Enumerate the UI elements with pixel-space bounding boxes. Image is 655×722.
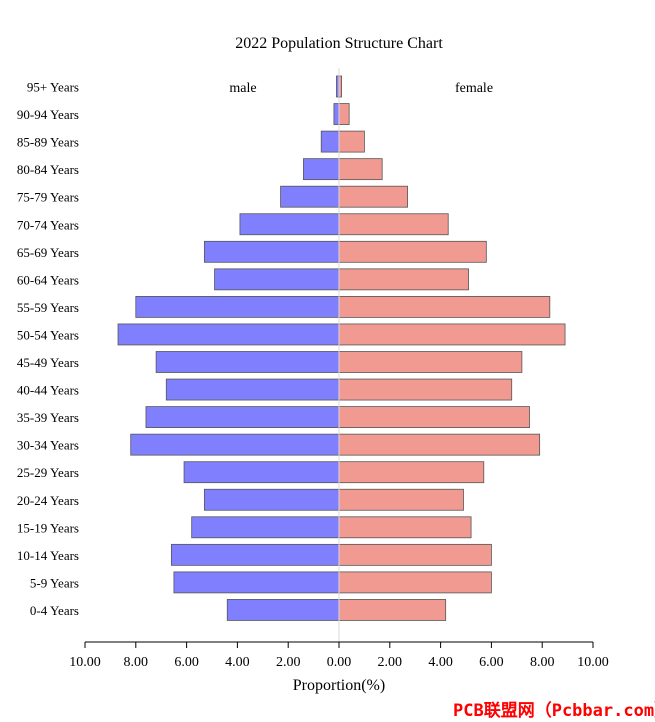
age-group-label: 65-69 Years	[17, 245, 79, 260]
female-bar-15-19-years	[338, 516, 472, 539]
male-series-label: male	[229, 81, 256, 96]
male-bar-25-29-years	[183, 461, 340, 484]
male-bar-35-39-years	[145, 406, 340, 429]
male-bar-30-34-years	[130, 433, 340, 456]
female-bar-80-84-years	[338, 158, 383, 181]
female-bar-35-39-years	[338, 406, 530, 429]
male-bar-65-69-years	[203, 240, 340, 263]
x-tick-label: 2.00	[378, 655, 403, 670]
female-bar-0-4-years	[338, 599, 447, 621]
x-tick-label: 4.00	[225, 655, 250, 670]
male-bar-60-64-years	[214, 268, 340, 291]
male-bar-80-84-years	[303, 158, 340, 181]
age-group-label: 85-89 Years	[17, 135, 79, 150]
male-bar-70-74-years	[239, 213, 340, 236]
age-group-labels: 0-4 Years 5-9 Years 10-14 Years 15-19 Years…	[17, 80, 79, 618]
age-group-label: 55-59 Years	[17, 300, 79, 315]
female-bar-55-59-years	[338, 295, 551, 318]
male-bar-10-14-years	[170, 543, 340, 566]
female-bar-60-64-years	[338, 268, 469, 291]
age-group-label: 60-64 Years	[17, 272, 79, 287]
male-bar-90-94-years	[333, 103, 340, 125]
age-group-label: 30-34 Years	[17, 438, 79, 453]
age-group-label: 0-4 Years	[30, 603, 79, 618]
female-bar-30-34-years	[338, 433, 541, 456]
age-group-label: 95+ Years	[27, 80, 79, 95]
age-group-label: 20-24 Years	[17, 493, 79, 508]
male-bar-55-59-years	[135, 295, 340, 318]
age-group-label: 80-84 Years	[17, 162, 79, 177]
age-group-label: 35-39 Years	[17, 410, 79, 425]
x-tick-label: 6.00	[479, 655, 504, 670]
age-group-label: 45-49 Years	[17, 355, 79, 370]
age-group-label: 10-14 Years	[17, 548, 79, 563]
age-group-label: 50-54 Years	[17, 327, 79, 342]
x-tick-label: 0.00	[327, 655, 352, 670]
male-bar-20-24-years	[203, 488, 340, 511]
female-bar-65-69-years	[338, 240, 487, 263]
chart-title: 2022 Population Structure Chart	[235, 35, 443, 52]
female-bar-25-29-years	[338, 461, 485, 484]
male-bar-15-19-years	[191, 516, 340, 539]
male-bar-50-54-years	[117, 323, 340, 346]
male-bar-85-89-years	[320, 130, 340, 153]
female-bar-10-14-years	[338, 543, 492, 566]
male-bar-0-4-years	[226, 599, 340, 621]
age-group-label: 5-9 Years	[30, 575, 79, 590]
watermark: PCB联盟网（Pcbbar.com）	[453, 701, 655, 721]
male-bar-40-44-years	[165, 378, 340, 401]
female-bar-40-44-years	[338, 378, 513, 401]
female-bar-20-24-years	[338, 488, 464, 511]
female-bar-85-89-years	[338, 130, 365, 153]
age-group-label: 25-29 Years	[17, 465, 79, 480]
male-bar-75-79-years	[280, 185, 340, 208]
x-tick-label: 10.00	[69, 655, 101, 670]
age-group-label: 90-94 Years	[17, 107, 79, 122]
female-bar-70-74-years	[338, 213, 449, 236]
female-bar-50-54-years	[338, 323, 566, 346]
female-bar-5-9-years	[338, 571, 492, 594]
bars-group	[117, 75, 566, 621]
female-series-label: female	[455, 81, 493, 96]
x-tick-label: 2.00	[276, 655, 301, 670]
x-tick-label: 6.00	[174, 655, 199, 670]
age-group-label: 75-79 Years	[17, 190, 79, 205]
x-axis: 10.00 8.00 6.00 4.00 2.00 0.00 2.00 4.00 6.00 8.0…	[69, 641, 609, 670]
male-bar-45-49-years	[155, 351, 340, 373]
x-tick-label: 8.00	[124, 655, 149, 670]
male-bar-5-9-years	[173, 571, 340, 594]
age-group-label: 70-74 Years	[17, 217, 79, 232]
female-bar-90-94-years	[338, 103, 350, 125]
age-group-label: 15-19 Years	[17, 520, 79, 535]
x-axis-label: Proportion(%)	[293, 677, 385, 694]
x-tick-label: 4.00	[428, 655, 453, 670]
x-tick-label: 8.00	[530, 655, 555, 670]
age-group-label: 40-44 Years	[17, 383, 79, 398]
female-bar-75-79-years	[338, 185, 408, 208]
x-tick-label: 10.00	[577, 655, 609, 670]
female-bar-45-49-years	[338, 351, 523, 373]
